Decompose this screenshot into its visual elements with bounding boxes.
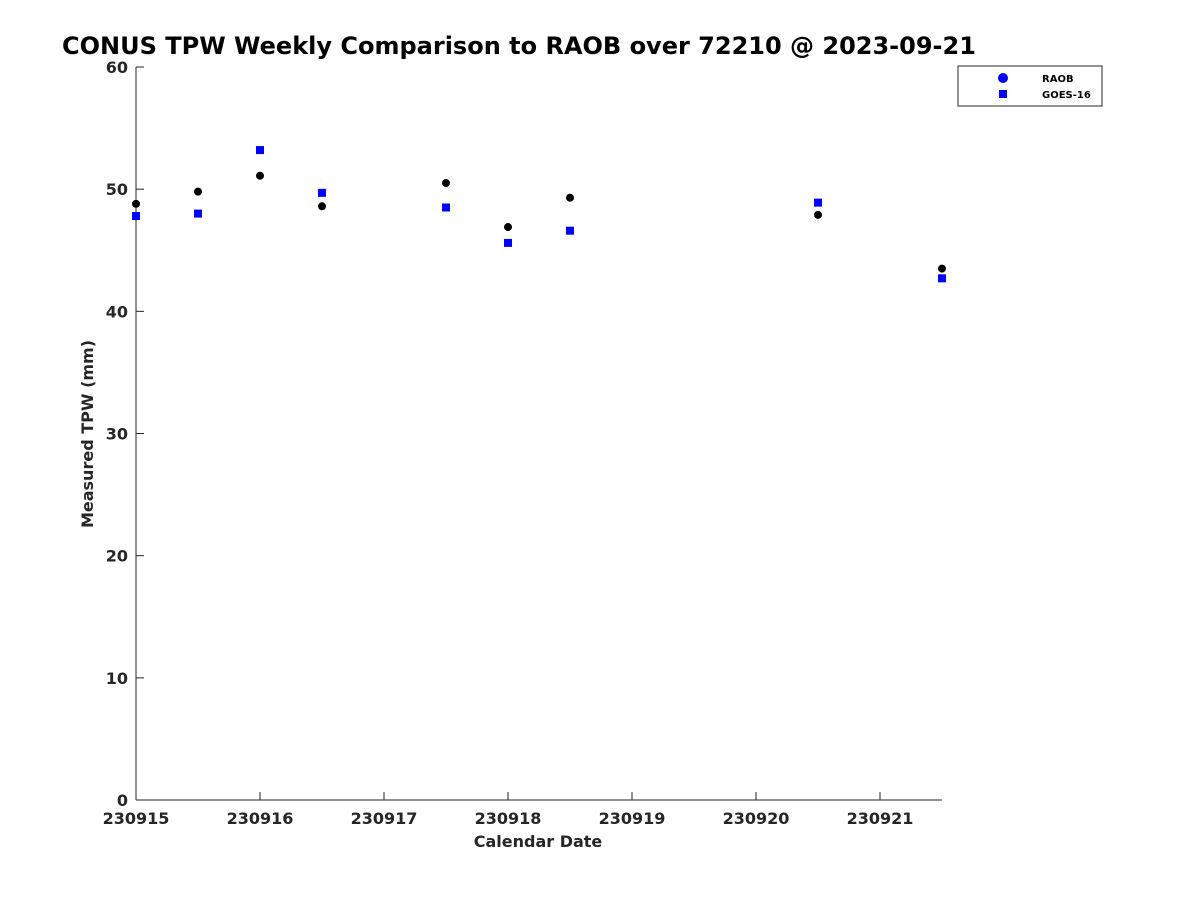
x-tick-label: 230919 — [599, 809, 666, 828]
legend-marker-goes16 — [999, 90, 1007, 98]
data-point-goes16[interactable] — [256, 146, 264, 155]
series-goes16 — [132, 146, 946, 283]
y-tick-label: 30 — [106, 425, 128, 444]
x-tick-label: 230920 — [723, 809, 790, 828]
legend-label-goes16: GOES-16 — [1042, 90, 1091, 101]
legend[interactable]: RAOB GOES-16 — [957, 65, 1103, 107]
data-point-raob[interactable] — [132, 199, 140, 208]
y-ticks: 0 10 20 30 40 50 60 — [106, 58, 144, 810]
data-point-goes16[interactable] — [938, 274, 946, 283]
x-tick-label: 230917 — [351, 809, 418, 828]
data-point-goes16[interactable] — [442, 203, 450, 212]
y-tick-label: 60 — [106, 58, 128, 77]
y-tick-label: 0 — [117, 791, 128, 810]
x-tick-label: 230918 — [475, 809, 542, 828]
data-point-raob[interactable] — [504, 223, 512, 232]
legend-marker-raob — [998, 73, 1008, 83]
data-point-goes16[interactable] — [814, 198, 822, 207]
data-point-raob[interactable] — [256, 171, 264, 180]
data-point-goes16[interactable] — [504, 238, 512, 247]
series-raob — [132, 171, 946, 273]
x-ticks: 230915 230916 230917 230918 230919 230920 2309… — [103, 792, 914, 828]
y-axis-label: Measured TPW (mm) — [78, 340, 97, 528]
legend-box — [957, 65, 1103, 107]
data-point-raob[interactable] — [318, 202, 326, 211]
x-axis-label: Calendar Date — [474, 832, 603, 851]
y-tick-label: 20 — [106, 547, 128, 566]
data-point-goes16[interactable] — [318, 188, 326, 197]
data-point-raob[interactable] — [814, 210, 822, 219]
data-point-raob[interactable] — [938, 264, 946, 273]
chart-title: CONUS TPW Weekly Comparison to RAOB over… — [62, 32, 976, 60]
x-tick-label: 230916 — [227, 809, 294, 828]
data-point-raob[interactable] — [194, 187, 202, 196]
data-point-raob[interactable] — [566, 193, 574, 202]
y-tick-label: 40 — [106, 302, 128, 321]
data-point-goes16[interactable] — [132, 212, 140, 221]
series-layer — [132, 146, 946, 283]
y-tick-label: 50 — [106, 180, 128, 199]
data-point-goes16[interactable] — [194, 209, 202, 218]
y-tick-label: 10 — [106, 669, 128, 688]
data-point-raob[interactable] — [442, 179, 450, 188]
legend-label-raob: RAOB — [1042, 74, 1074, 85]
x-tick-label: 230915 — [103, 809, 170, 828]
x-tick-label: 230921 — [847, 809, 914, 828]
data-point-goes16[interactable] — [566, 226, 574, 235]
